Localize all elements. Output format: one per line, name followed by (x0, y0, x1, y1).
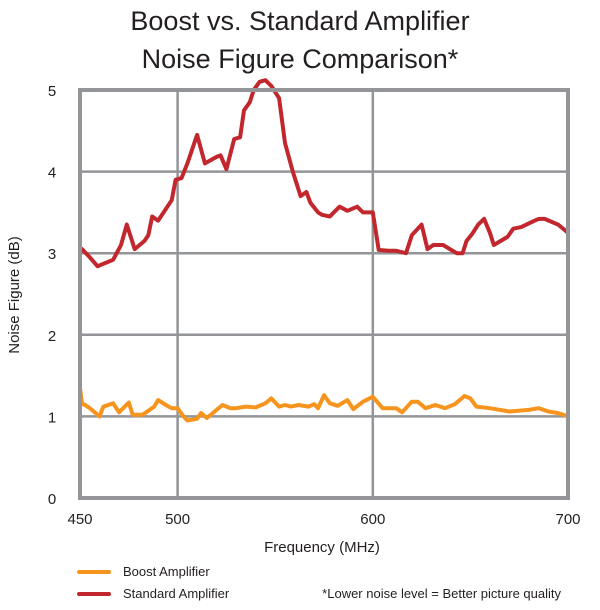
x-tick-label-700: 700 (555, 511, 580, 528)
chart-title-line1: Boost vs. Standard Amplifier (130, 6, 470, 36)
legend-swatch-standard (77, 591, 111, 596)
y-tick-label-3: 3 (48, 246, 56, 263)
legend-label-standard: Standard Amplifier (123, 586, 230, 601)
legend-label-boost: Boost Amplifier (123, 564, 210, 579)
x-axis-label: Frequency (MHz) (264, 539, 380, 556)
legend-item-boost: Boost Amplifier (77, 564, 210, 579)
chart-title-line2: Noise Figure Comparison* (141, 44, 459, 74)
x-tick-label-600: 600 (360, 511, 385, 528)
series-line-standard (78, 78, 570, 269)
legend-swatch-boost (77, 569, 111, 574)
y-tick-label-2: 2 (48, 328, 56, 345)
y-tick-label-5: 5 (48, 83, 56, 100)
x-tick-label-500: 500 (165, 511, 190, 528)
y-tick-label-1: 1 (48, 409, 56, 426)
x-tick-label-450: 450 (67, 511, 92, 528)
y-tick-label-4: 4 (48, 165, 56, 182)
footnote: *Lower noise level = Better picture qual… (322, 586, 561, 601)
chart-title: Boost vs. Standard Amplifier Noise Figur… (0, 2, 600, 78)
y-tick-label-0: 0 (48, 491, 56, 508)
plot-frame (78, 88, 570, 500)
legend-item-standard: Standard Amplifier (77, 586, 229, 601)
y-axis-label: Noise Figure (dB) (6, 236, 23, 354)
series-line-boost (78, 385, 570, 423)
